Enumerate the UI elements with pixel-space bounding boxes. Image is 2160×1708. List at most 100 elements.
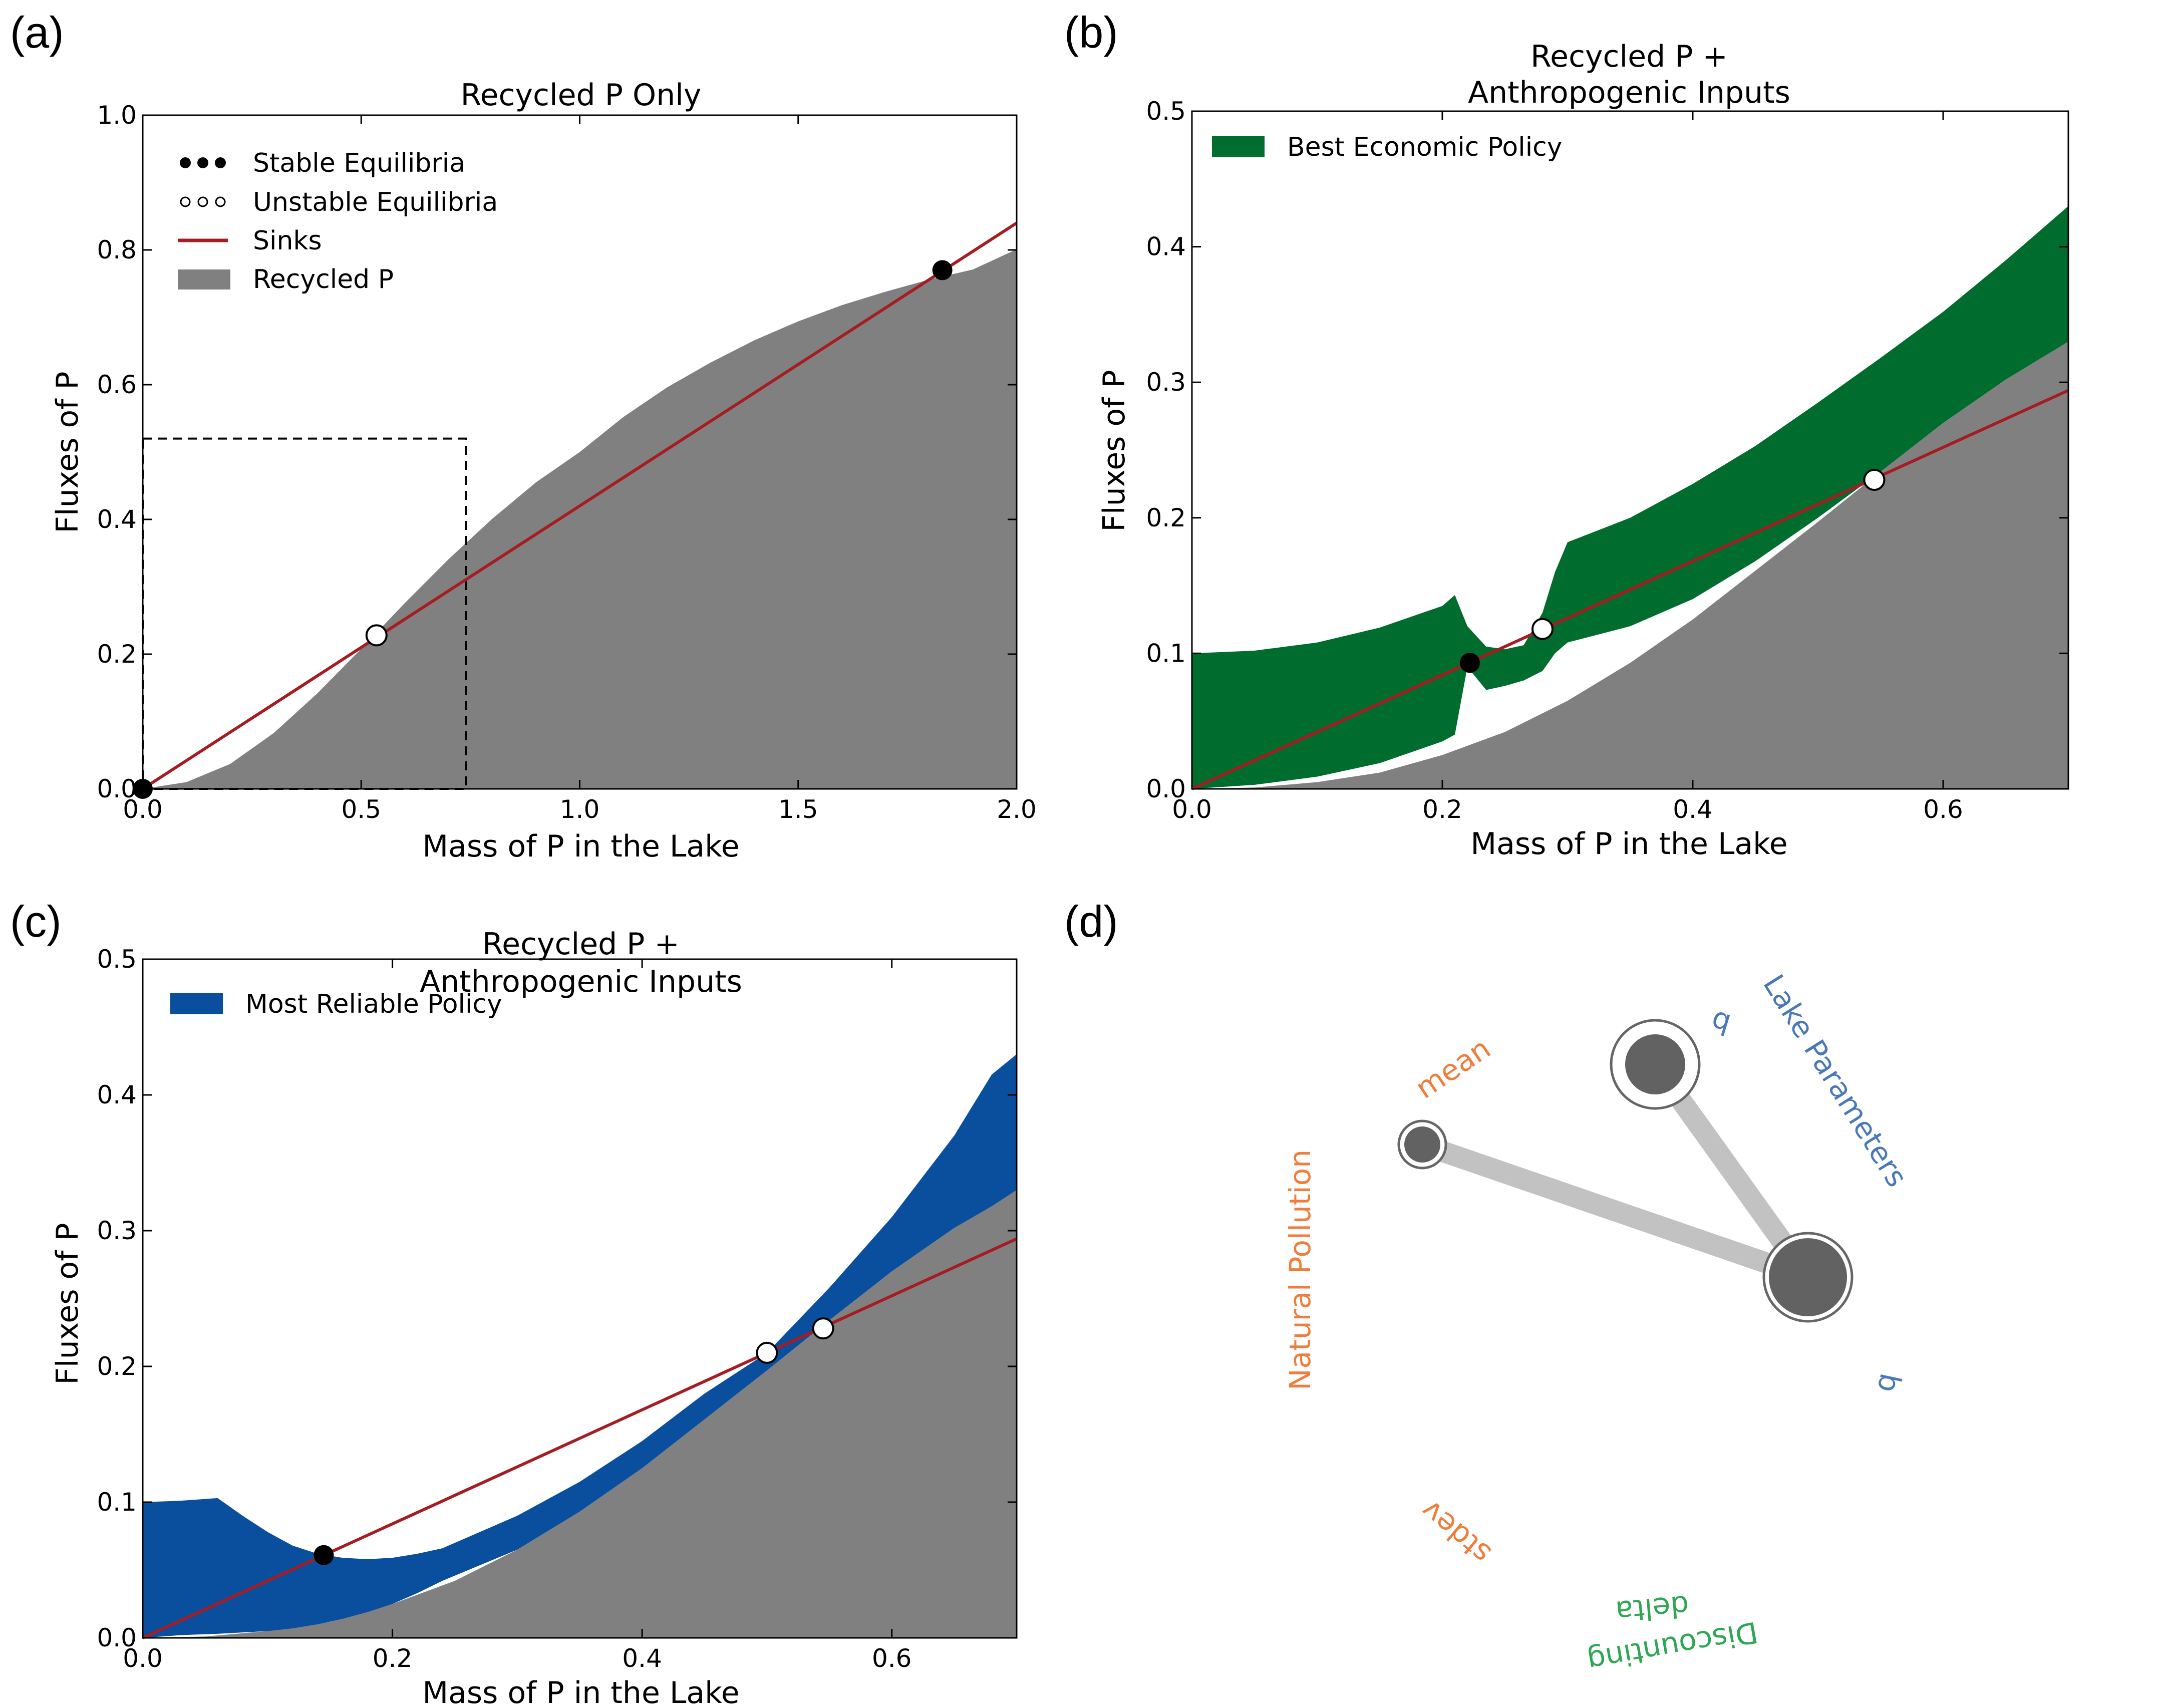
sinks-line [142,1237,1018,1639]
node-first-order-mean [1404,1126,1440,1163]
panel-b-plot: 0.0 0.2 0.4 0.6 0.0 0.1 0.2 0.3 0.4 0.5 [1146,97,2069,824]
x-axis-label: Mass of P in the Lake [422,829,739,864]
panel-a-title: Recycled P Only [461,78,702,113]
y-tick-label: 0.5 [97,945,137,974]
recycled-p-area [143,1190,1017,1638]
y-tick-label: 0.4 [1146,232,1186,261]
most-reliable-policy-band [143,1054,1017,1638]
stable-equilibrium-point [1460,653,1480,673]
parameter-label-q: q [1708,1000,1736,1038]
legend-recycled-swatch [178,269,230,290]
parameter-label-delta: delta [1614,1588,1690,1629]
y-tick-label: 0.8 [97,235,137,264]
legend-stable-marker [215,157,226,168]
panel-label-c: (c) [10,897,62,946]
y-tick-label: 0.6 [97,370,137,399]
group-label-natural-pollution: Natural Pollution [1283,1150,1317,1390]
legend-unstable-marker [180,196,191,207]
panel-b-title-line2: Anthropogenic Inputs [1468,75,1790,110]
legend-b: Best Economic Policy [1212,132,1563,162]
legend-policy-label: Best Economic Policy [1287,132,1563,162]
panel-a-plot: 0.0 0.5 1.0 1.5 2.0 0.0 0.2 0.4 0.6 0.8 1.0 [97,101,1036,824]
best-economic-policy-band [1192,206,2068,789]
x-tick-label: 2.0 [997,795,1037,824]
panel-b: (b) Recycled P + Anthropogenic Inputs 0.… [1064,8,2069,862]
sinks-line [142,221,1018,790]
group-label-lake-parameters: Lake Parameters [1756,969,1914,1193]
panel-label-b: (b) [1064,8,1118,57]
node-first-order-q [1625,1034,1685,1094]
recycled-p-area [1192,342,2068,789]
legend-a: Stable Equilibria Unstable Equilibria Si… [178,148,498,295]
stable-equilibrium-point [314,1545,334,1565]
panel-a: (a) Recycled P Only 0.0 0.5 1.0 1.5 2.00.00.… [10,8,1037,864]
parameter-label-b: b [1871,1370,1908,1395]
legend-recycled-label: Recycled P [253,264,394,295]
y-axis-label: Fluxes of P [50,1223,85,1384]
panel-d: (d) Natural Pollution mean stdev Lake Param… [1064,897,1914,1678]
y-tick-label: 0.3 [97,1216,137,1245]
x-axis-label: Mass of P in the Lake [422,1675,739,1708]
y-tick-label: 1.0 [97,101,137,130]
unstable-equilibrium-point [1863,469,1886,491]
unstable-equilibrium-point [756,1341,778,1364]
y-tick-label: 0.1 [97,1488,137,1517]
legend-stable-marker [180,157,191,168]
y-axis-label: Fluxes of P [50,371,85,533]
legend-c: Most Reliable Policy [170,989,502,1019]
sensitivity-diagram: Natural Pollution mean stdev Lake Parameter… [1283,969,1914,1678]
panel-c-title-line2: Anthropogenic Inputs [420,964,742,999]
parameter-label-mean: mean [1409,1031,1496,1105]
unstable-equilibrium-point [812,1317,834,1340]
y-tick-label: 0.1 [1146,639,1186,668]
legend-policy-swatch [1212,136,1265,157]
legend-stable-marker [197,157,208,168]
x-axis-label: Mass of P in the Lake [1470,826,1787,862]
x-tick-label: 0.4 [622,1644,662,1673]
sinks-line [1191,389,2069,790]
y-tick-label: 0.0 [97,1623,137,1652]
panel-label-a: (a) [10,8,64,57]
x-tick-label: 0.0 [1172,795,1212,824]
parameter-label-stdev: stdev [1414,1494,1497,1571]
y-tick-label: 0.2 [97,640,137,669]
x-tick-label: 0.0 [123,1644,163,1673]
y-axis-label: Fluxes of P [1097,370,1132,531]
y-tick-label: 0.0 [1146,774,1186,803]
x-tick-label: 0.6 [872,1644,912,1673]
panel-label-d: (d) [1064,897,1118,946]
unstable-equilibrium-point [1531,618,1554,640]
y-tick-label: 0.4 [97,1080,137,1109]
x-tick-label: 0.0 [123,795,163,824]
x-tick-label: 0.4 [1673,795,1713,824]
interaction-edge-mean-b [1419,1134,1811,1287]
y-tick-label: 0.4 [97,505,137,534]
panel-c: (c) Recycled P + Anthropogenic Inputs 0.… [10,897,1018,1708]
legend-unstable-marker [197,196,208,207]
x-tick-label: 0.2 [1422,795,1462,824]
y-tick-label: 0.5 [1146,97,1186,126]
stable-equilibrium-point [932,260,953,280]
plot-frame [142,958,1018,1639]
x-tick-label: 0.5 [341,795,381,824]
x-tick-label: 0.2 [373,1644,413,1673]
legend-stable-label: Stable Equilibria [253,148,465,178]
legend-unstable-label: Unstable Equilibria [253,187,498,217]
x-tick-label: 0.6 [1923,795,1963,824]
unstable-equilibrium-point [365,624,388,647]
legend-policy-swatch [170,993,223,1014]
panel-b-title-line1: Recycled P + [1530,39,1728,74]
x-tick-label: 1.5 [778,795,818,824]
y-tick-label: 0.3 [1146,368,1186,397]
panel-c-title-line1: Recycled P + [482,927,680,962]
legend-unstable-marker [215,196,226,207]
legend-sinks-label: Sinks [253,226,322,256]
legend-policy-label: Most Reliable Policy [245,989,502,1019]
y-tick-label: 0.2 [97,1352,137,1381]
node-first-order-b [1769,1238,1847,1316]
plot-frame [1191,110,2069,790]
recycled-p-area [143,249,1017,789]
y-tick-label: 0.2 [1146,503,1186,532]
panel-c-plot: 0.0 0.2 0.4 0.6 0.0 0.1 0.2 0.3 0.4 0.5 [97,945,1018,1673]
